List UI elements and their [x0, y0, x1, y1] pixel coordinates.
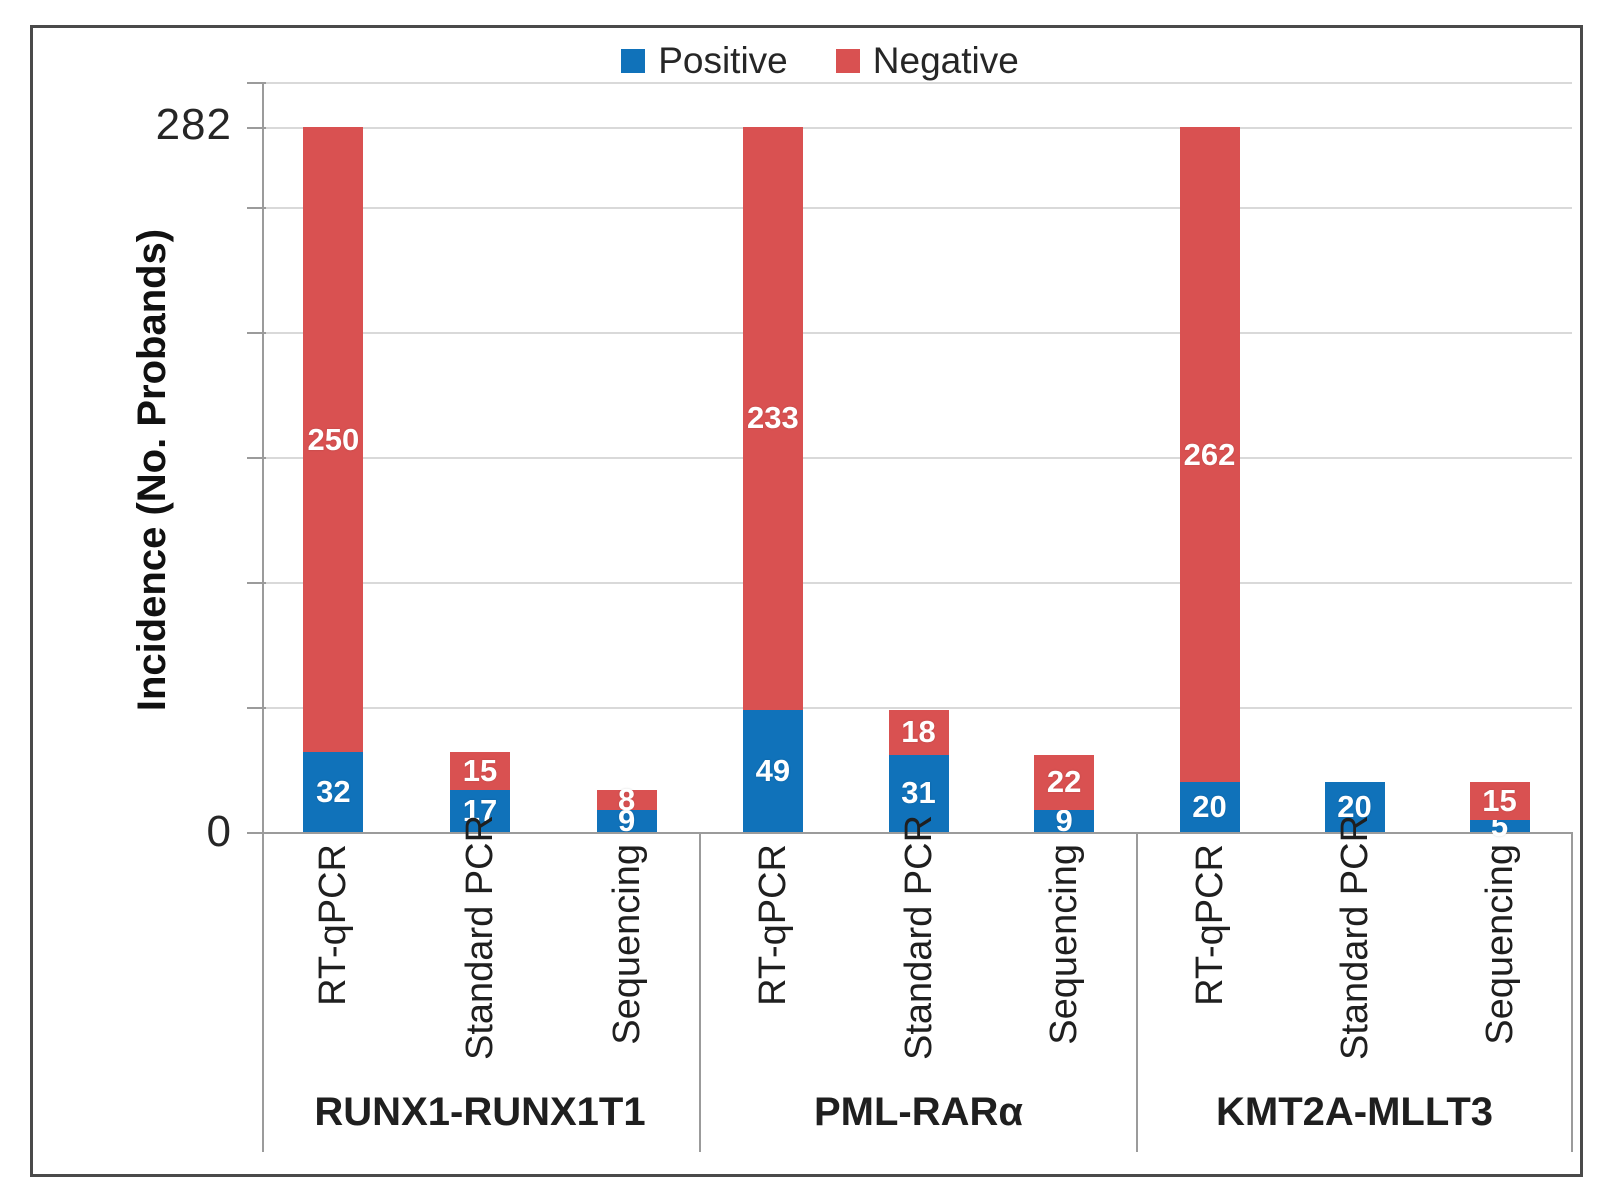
bar-value-label: 233 — [746, 400, 799, 436]
bar-value-label: 31 — [901, 775, 936, 811]
y-axis-tick — [247, 127, 266, 129]
bar-segment-negative — [1034, 754, 1095, 810]
group-separator — [1571, 832, 1573, 1152]
bar-segment-negative — [1469, 782, 1530, 820]
bar-segment-negative — [888, 709, 949, 755]
group-separator — [1136, 832, 1138, 1152]
category-label: RT-qPCR — [1188, 844, 1231, 1006]
group-label: RUNX1-RUNX1T1 — [314, 1090, 646, 1134]
gridline — [265, 207, 1572, 209]
category-label: Sequencing — [605, 844, 648, 1045]
bar-value-label: 15 — [462, 752, 498, 788]
y-axis-line — [262, 82, 264, 1152]
bar-segment-negative — [596, 789, 657, 810]
y-axis-tick — [247, 707, 266, 709]
gridline — [265, 707, 1572, 709]
gridline-282 — [265, 127, 1572, 129]
gridline — [265, 82, 1572, 84]
legend-label-negative: Negative — [872, 40, 1019, 81]
positive-swatch-icon — [621, 49, 646, 73]
y-axis-tick — [247, 832, 266, 834]
category-label: Sequencing — [1043, 844, 1086, 1045]
bar-segment-negative — [742, 127, 803, 710]
bar-value-label: 18 — [901, 714, 936, 749]
bar-value-label: 20 — [1192, 789, 1227, 824]
group-label: PML-RARα — [813, 1090, 1023, 1134]
bar-segment-positive — [742, 709, 803, 832]
ytick-label-0: 0 — [206, 807, 232, 856]
negative-swatch-icon — [835, 49, 860, 73]
legend-item-negative: Negative — [835, 40, 1019, 82]
category-label: Sequencing — [1478, 844, 1521, 1045]
bar-segment-negative — [1179, 127, 1240, 782]
category-label: RT-qPCR — [312, 844, 355, 1006]
bar-value-label: 8 — [618, 781, 636, 817]
legend-item-positive: Positive — [621, 40, 788, 82]
gridline — [265, 582, 1572, 584]
category-label: Standard PCR — [1333, 814, 1376, 1060]
bar-value-label: 250 — [307, 421, 360, 457]
gridline — [265, 332, 1572, 334]
bar-value-label: 22 — [1046, 764, 1082, 799]
bar-segment-positive — [1034, 809, 1095, 832]
bar-value-label: 9 — [618, 802, 636, 838]
bar-segment-positive — [1469, 819, 1530, 832]
y-axis-tick — [247, 457, 266, 459]
bar-value-label: 17 — [462, 792, 498, 828]
group-separator — [699, 832, 701, 1152]
y-axis-tick — [247, 207, 266, 209]
ytick-label-282: 282 — [155, 100, 232, 149]
bar-segment-positive — [888, 754, 949, 832]
legend-label-positive: Positive — [658, 40, 788, 81]
bar-segment-negative — [450, 752, 510, 790]
bar-value-label: 49 — [755, 752, 791, 788]
legend: Positive Negative — [420, 36, 1220, 86]
y-axis-tick — [247, 582, 266, 584]
gridline — [265, 457, 1572, 459]
y-axis-tick — [247, 82, 266, 84]
chart-outer-border — [30, 25, 1583, 1177]
bar-segment-positive — [1324, 782, 1385, 832]
bar-value-label: 15 — [1482, 782, 1517, 818]
bar-segment-positive — [596, 809, 657, 832]
category-label: Standard PCR — [459, 814, 501, 1060]
bar-segment-positive — [450, 789, 510, 832]
bar-value-label: 262 — [1183, 436, 1236, 472]
bar-segment-negative — [303, 127, 364, 752]
category-label: Standard PCR — [897, 814, 940, 1060]
bar-segment-positive — [1179, 782, 1240, 832]
bar-value-label: 32 — [316, 774, 351, 809]
y-axis-tick — [247, 332, 266, 334]
category-label: RT-qPCR — [751, 844, 794, 1006]
group-label: KMT2A-MLLT3 — [1216, 1090, 1493, 1134]
x-axis-line — [260, 832, 1572, 834]
bar-value-label: 9 — [1055, 802, 1073, 838]
bar-segment-positive — [303, 752, 364, 832]
bar-value-label: 20 — [1337, 789, 1372, 824]
